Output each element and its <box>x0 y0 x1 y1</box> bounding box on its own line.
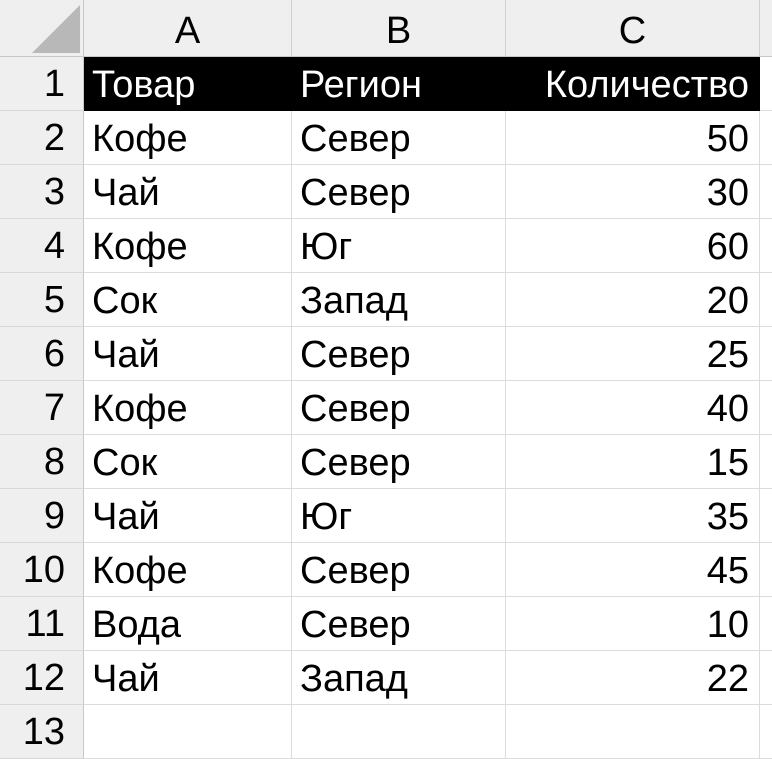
header-cell-a[interactable]: Товар <box>84 57 292 111</box>
cell-c10[interactable]: 45 <box>506 543 760 597</box>
cell[interactable] <box>760 381 772 435</box>
row-header-13[interactable]: 13 <box>0 705 84 759</box>
cell-c5[interactable]: 20 <box>506 273 760 327</box>
cell-a7[interactable]: Кофе <box>84 381 292 435</box>
cell-c8[interactable]: 15 <box>506 435 760 489</box>
cell-a5[interactable]: Сок <box>84 273 292 327</box>
cell-a4[interactable]: Кофе <box>84 219 292 273</box>
cell-c6[interactable]: 25 <box>506 327 760 381</box>
cell-b10[interactable]: Север <box>292 543 506 597</box>
row-header-12[interactable]: 12 <box>0 651 84 705</box>
cell-b12[interactable]: Запад <box>292 651 506 705</box>
cell-c2[interactable]: 50 <box>506 111 760 165</box>
cell-c9[interactable]: 35 <box>506 489 760 543</box>
cell-b8[interactable]: Север <box>292 435 506 489</box>
cell-b5[interactable]: Запад <box>292 273 506 327</box>
select-all-triangle-icon <box>32 5 80 53</box>
row-header-7[interactable]: 7 <box>0 381 84 435</box>
row-header-6[interactable]: 6 <box>0 327 84 381</box>
column-header-b[interactable]: B <box>292 0 506 57</box>
cell-b6[interactable]: Север <box>292 327 506 381</box>
cell[interactable] <box>760 219 772 273</box>
column-header-d[interactable] <box>760 0 772 57</box>
row-header-1[interactable]: 1 <box>0 57 84 111</box>
cell-c4[interactable]: 60 <box>506 219 760 273</box>
cell[interactable] <box>760 111 772 165</box>
cell[interactable] <box>760 543 772 597</box>
column-header-c[interactable]: C <box>506 0 760 57</box>
row-header-2[interactable]: 2 <box>0 111 84 165</box>
cell[interactable] <box>760 57 772 111</box>
cell-c12[interactable]: 22 <box>506 651 760 705</box>
cell[interactable] <box>506 705 760 759</box>
cell[interactable] <box>760 435 772 489</box>
cell-c11[interactable]: 10 <box>506 597 760 651</box>
row-header-5[interactable]: 5 <box>0 273 84 327</box>
cell-a9[interactable]: Чай <box>84 489 292 543</box>
cell-b4[interactable]: Юг <box>292 219 506 273</box>
row-header-3[interactable]: 3 <box>0 165 84 219</box>
cell[interactable] <box>760 327 772 381</box>
row-header-11[interactable]: 11 <box>0 597 84 651</box>
cell[interactable] <box>292 705 506 759</box>
header-cell-b[interactable]: Регион <box>292 57 506 111</box>
row-header-8[interactable]: 8 <box>0 435 84 489</box>
cell-a10[interactable]: Кофе <box>84 543 292 597</box>
column-header-a[interactable]: A <box>84 0 292 57</box>
cell[interactable] <box>760 489 772 543</box>
select-all-button[interactable] <box>0 0 84 57</box>
cell-a2[interactable]: Кофе <box>84 111 292 165</box>
row-header-4[interactable]: 4 <box>0 219 84 273</box>
row-header-9[interactable]: 9 <box>0 489 84 543</box>
header-cell-c[interactable]: Количество <box>506 57 760 111</box>
row-header-10[interactable]: 10 <box>0 543 84 597</box>
cell[interactable] <box>760 597 772 651</box>
cell[interactable] <box>760 705 772 759</box>
cell-a3[interactable]: Чай <box>84 165 292 219</box>
cell-b9[interactable]: Юг <box>292 489 506 543</box>
cell-a6[interactable]: Чай <box>84 327 292 381</box>
cell[interactable] <box>84 705 292 759</box>
cell-b11[interactable]: Север <box>292 597 506 651</box>
cell[interactable] <box>760 651 772 705</box>
cell-b2[interactable]: Север <box>292 111 506 165</box>
cell[interactable] <box>760 273 772 327</box>
cell-c7[interactable]: 40 <box>506 381 760 435</box>
cell-b7[interactable]: Север <box>292 381 506 435</box>
cell-a12[interactable]: Чай <box>84 651 292 705</box>
cell-a11[interactable]: Вода <box>84 597 292 651</box>
cell-a8[interactable]: Сок <box>84 435 292 489</box>
cell[interactable] <box>760 165 772 219</box>
cell-b3[interactable]: Север <box>292 165 506 219</box>
cell-c3[interactable]: 30 <box>506 165 760 219</box>
